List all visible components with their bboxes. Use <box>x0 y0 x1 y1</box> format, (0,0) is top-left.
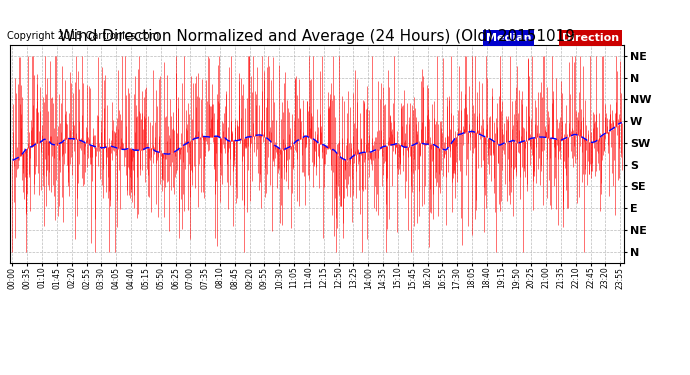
Text: Direction: Direction <box>562 33 619 43</box>
Text: Median: Median <box>486 33 531 43</box>
Text: Copyright 2015 Cartronics.com: Copyright 2015 Cartronics.com <box>7 32 159 41</box>
Title: Wind Direction Normalized and Average (24 Hours) (Old) 20151019: Wind Direction Normalized and Average (2… <box>59 29 575 44</box>
